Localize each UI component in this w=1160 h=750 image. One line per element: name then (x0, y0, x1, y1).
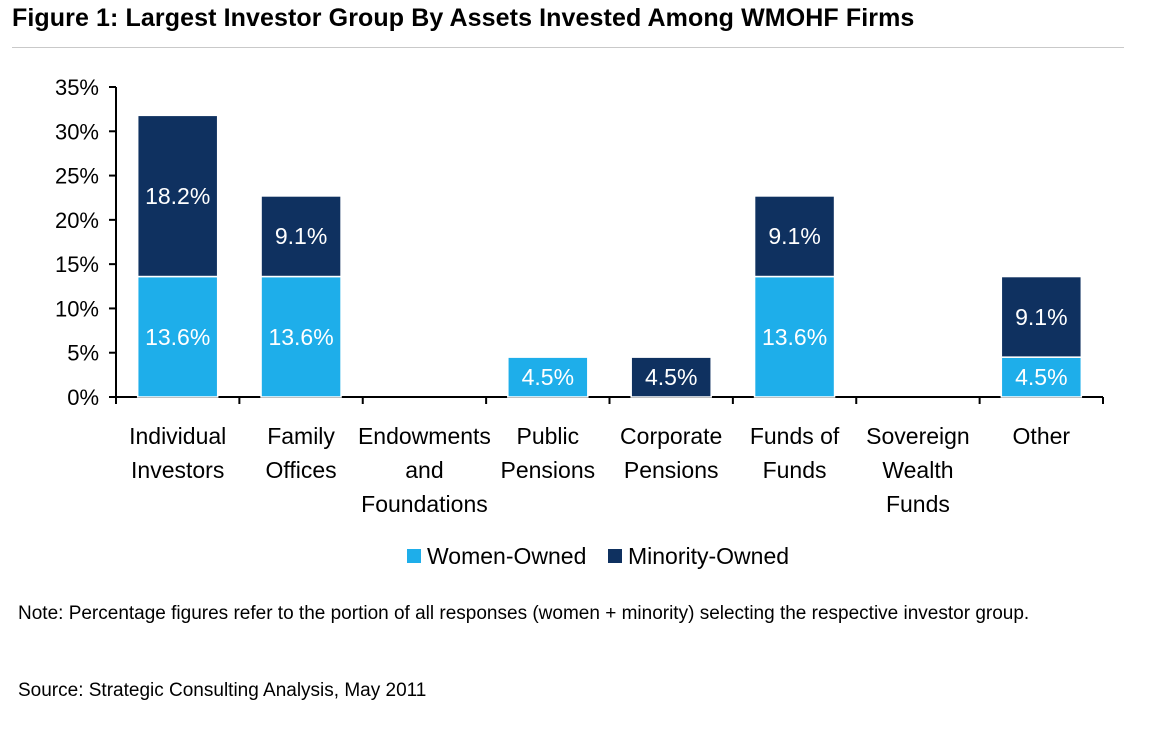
data-label: 9.1% (1015, 304, 1067, 330)
data-label: 13.6% (268, 324, 333, 350)
chart-note: Note: Percentage figures refer to the po… (18, 603, 1030, 624)
legend-label: Minority-Owned (628, 543, 789, 569)
data-label: 9.1% (768, 223, 820, 249)
title-divider (12, 47, 1124, 48)
category-labels: Individual Investors Family Offices Endowmen… (129, 423, 1070, 517)
data-label: 13.6% (762, 324, 827, 350)
x-tick-label: Family Offices (265, 423, 336, 483)
y-tick-label: 5% (67, 341, 99, 366)
y-tick-label: 15% (55, 252, 99, 277)
bar-segment-women-owned (753, 275, 836, 398)
y-axis: 0% 5% 10% 15% 20% 25% 30% 35% (55, 75, 117, 410)
y-tick-label: 30% (55, 119, 99, 144)
y-tick-label: 0% (67, 385, 99, 410)
bar-group: 13.6% 18.2% 13.6% 9.1% 4.5% 4.5% 13.6% 9.1% 4.5%… (136, 114, 1083, 398)
data-label: 4.5% (1015, 364, 1067, 390)
bar-segment-minority-owned (753, 195, 836, 278)
x-tick-label: Other (1013, 423, 1071, 449)
x-tick-label: Public Pensions (501, 423, 596, 483)
x-tick-label: Sovereign Wealth Funds (866, 423, 970, 517)
legend-swatch (608, 549, 622, 563)
data-label: 4.5% (645, 364, 697, 390)
legend-item-minority-owned: Minority-Owned (608, 543, 789, 569)
bar-segment-minority-owned (1000, 275, 1083, 358)
y-tick-label: 20% (55, 208, 99, 233)
bar-segment-women-owned (260, 275, 342, 398)
legend: Women-Owned Minority-Owned (407, 543, 789, 569)
y-tick-label: 10% (55, 296, 99, 321)
bar-segment-minority-owned (260, 195, 342, 278)
legend-label: Women-Owned (427, 543, 586, 569)
legend-item-women-owned: Women-Owned (407, 543, 586, 569)
bar-segment-women-owned (507, 356, 589, 398)
bar-segment-minority-owned (136, 114, 219, 278)
x-axis (115, 396, 1104, 404)
bar-segment-women-owned (1000, 356, 1083, 398)
y-tick-label: 25% (55, 164, 99, 189)
data-label: 9.1% (275, 223, 327, 249)
x-tick-label: Funds of Funds (750, 423, 840, 483)
stacked-bar-chart: 0% 5% 10% 15% 20% 25% 30% 35% 13.6% 18.2% 13.6% 9.… (55, 75, 1104, 569)
chart-source: Source: Strategic Consulting Analysis, M… (18, 680, 427, 701)
legend-swatch (407, 549, 421, 563)
y-tick-label: 35% (55, 75, 99, 100)
data-label: 18.2% (145, 183, 210, 209)
chart-title: Figure 1: Largest Investor Group By Asse… (12, 4, 915, 32)
data-label: 13.6% (145, 324, 210, 350)
x-tick-label: Corporate Pensions (620, 423, 722, 483)
data-label: 4.5% (522, 364, 574, 390)
x-tick-label: Individual Investors (129, 423, 226, 483)
x-tick-label: Endowments and Foundations (358, 423, 491, 517)
bar-segment-minority-owned (630, 356, 712, 398)
